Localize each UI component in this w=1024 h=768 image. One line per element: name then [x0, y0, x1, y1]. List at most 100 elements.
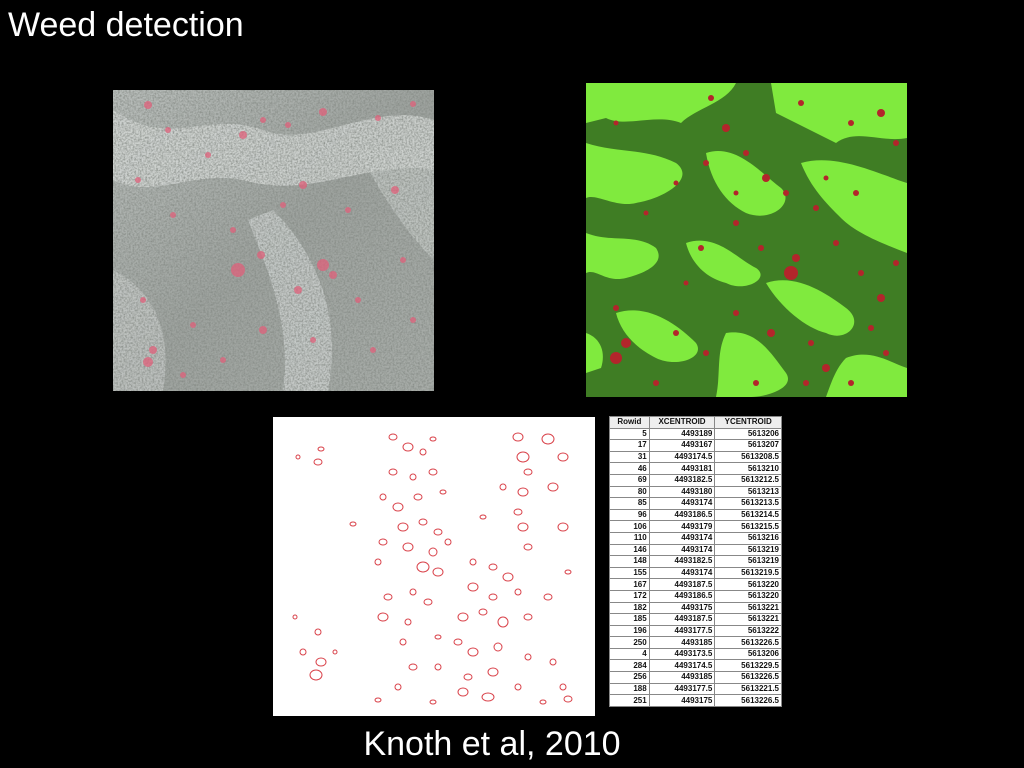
cell-xcentroid: 4493185 — [648, 636, 716, 649]
cell-xcentroid: 4493185 — [648, 671, 716, 684]
cell-ycentroid: 5613226.5 — [714, 694, 782, 707]
cell-ycentroid: 5613206 — [714, 427, 782, 441]
cell-ycentroid: 5613226.5 — [714, 636, 782, 649]
cell-xcentroid: 4493174 — [648, 543, 716, 557]
cell-rowid: 167 — [609, 578, 650, 591]
table-body: 5 4493189 5613206 17 4493167 5613207 31 4493174… — [609, 427, 782, 707]
table-row: 250 4493185 5613226.5 — [609, 636, 782, 649]
cell-rowid: 69 — [609, 473, 650, 487]
table-row: 182 4493175 5613221 — [609, 601, 782, 615]
cell-xcentroid: 4493179 — [648, 520, 716, 533]
cell-rowid: 85 — [609, 497, 650, 510]
cell-ycentroid: 5613221.5 — [714, 682, 782, 696]
cell-xcentroid: 4493181 — [648, 462, 716, 475]
cell-ycentroid: 5613219.5 — [714, 566, 782, 580]
cell-rowid: 17 — [609, 439, 650, 452]
cell-rowid: 250 — [609, 636, 650, 649]
table-row: 31 4493174.5 5613208.5 — [609, 450, 782, 464]
table-row: 80 4493180 5613213 — [609, 485, 782, 499]
cell-xcentroid: 4493167 — [648, 439, 716, 452]
cell-rowid: 5 — [609, 427, 650, 441]
cell-ycentroid: 5613216 — [714, 531, 782, 545]
table-row: 17 4493167 5613207 — [609, 439, 782, 452]
cell-ycentroid: 5613208.5 — [714, 450, 782, 464]
cell-rowid: 80 — [609, 485, 650, 499]
weed-patch-outlines — [273, 417, 595, 716]
table-row: 96 4493186.5 5613214.5 — [609, 508, 782, 522]
cell-rowid: 188 — [609, 682, 650, 696]
table-row: 148 4493182.5 5613219 — [609, 555, 782, 568]
cell-rowid: 182 — [609, 601, 650, 615]
cell-ycentroid: 5613207 — [714, 439, 782, 452]
table-row: 4 4493173.5 5613206 — [609, 647, 782, 661]
cell-rowid: 31 — [609, 450, 650, 464]
cell-xcentroid: 4493174.5 — [648, 659, 716, 673]
cell-xcentroid: 4493177.5 — [648, 624, 716, 638]
cell-rowid: 284 — [609, 659, 650, 673]
table-row: 185 4493187.5 5613221 — [609, 613, 782, 626]
cell-xcentroid: 4493186.5 — [648, 508, 716, 522]
cell-rowid: 110 — [609, 531, 650, 545]
cell-ycentroid: 5613220 — [714, 589, 782, 603]
cell-rowid: 96 — [609, 508, 650, 522]
classified-weed-map — [586, 83, 907, 397]
table-row: 251 4493175 5613226.5 — [609, 694, 782, 707]
cell-rowid: 256 — [609, 671, 650, 684]
cell-xcentroid: 4493174 — [648, 566, 716, 580]
cell-rowid: 185 — [609, 613, 650, 626]
cell-ycentroid: 5613219 — [714, 543, 782, 557]
cell-xcentroid: 4493189 — [648, 427, 716, 441]
cell-rowid: 172 — [609, 589, 650, 603]
column-header-xcentroid: XCENTROID — [648, 416, 716, 429]
centroid-table: Rowid XCENTROID YCENTROID 5 4493189 561320… — [609, 416, 782, 707]
table-row: 106 4493179 5613215.5 — [609, 520, 782, 533]
cell-ycentroid: 5613210 — [714, 462, 782, 475]
table-row: 167 4493187.5 5613220 — [609, 578, 782, 591]
table-row: 69 4493182.5 5613212.5 — [609, 473, 782, 487]
table-row: 196 4493177.5 5613222 — [609, 624, 782, 638]
cell-xcentroid: 4493186.5 — [648, 589, 716, 603]
cell-xcentroid: 4493187.5 — [648, 613, 716, 626]
table-row: 256 4493185 5613226.5 — [609, 671, 782, 684]
cell-ycentroid: 5613226.5 — [714, 671, 782, 684]
table-row: 284 4493174.5 5613229.5 — [609, 659, 782, 673]
table-row: 188 4493177.5 5613221.5 — [609, 682, 782, 696]
cell-xcentroid: 4493174 — [648, 497, 716, 510]
cell-ycentroid: 5613221 — [714, 613, 782, 626]
cell-xcentroid: 4493175 — [648, 601, 716, 615]
cell-xcentroid: 4493173.5 — [648, 647, 716, 661]
cell-xcentroid: 4493175 — [648, 694, 716, 707]
cell-xcentroid: 4493174.5 — [648, 450, 716, 464]
cell-ycentroid: 5613215.5 — [714, 520, 782, 533]
cell-ycentroid: 5613221 — [714, 601, 782, 615]
cell-ycentroid: 5613214.5 — [714, 508, 782, 522]
cell-rowid: 146 — [609, 543, 650, 557]
citation-caption: Knoth et al, 2010 — [363, 725, 621, 763]
column-header-ycentroid: YCENTROID — [714, 416, 782, 429]
cell-xcentroid: 4493180 — [648, 485, 716, 499]
cell-xcentroid: 4493177.5 — [648, 682, 716, 696]
cell-ycentroid: 5613212.5 — [714, 473, 782, 487]
cell-rowid: 148 — [609, 555, 650, 568]
cell-ycentroid: 5613206 — [714, 647, 782, 661]
table-row: 5 4493189 5613206 — [609, 427, 782, 441]
cell-xcentroid: 4493187.5 — [648, 578, 716, 591]
cell-ycentroid: 5613219 — [714, 555, 782, 568]
aerial-field-photo — [113, 90, 434, 391]
cell-rowid: 4 — [609, 647, 650, 661]
cell-xcentroid: 4493182.5 — [648, 473, 716, 487]
cell-ycentroid: 5613220 — [714, 578, 782, 591]
slide-title: Weed detection — [8, 6, 244, 44]
table-row: 146 4493174 5613219 — [609, 543, 782, 557]
cell-rowid: 196 — [609, 624, 650, 638]
cell-rowid: 155 — [609, 566, 650, 580]
table-row: 85 4493174 5613213.5 — [609, 497, 782, 510]
cell-rowid: 46 — [609, 462, 650, 475]
cell-xcentroid: 4493174 — [648, 531, 716, 545]
table-row: 172 4493186.5 5613220 — [609, 589, 782, 603]
cell-ycentroid: 5613222 — [714, 624, 782, 638]
cell-xcentroid: 4493182.5 — [648, 555, 716, 568]
cell-ycentroid: 5613229.5 — [714, 659, 782, 673]
cell-ycentroid: 5613213 — [714, 485, 782, 499]
table-row: 155 4493174 5613219.5 — [609, 566, 782, 580]
